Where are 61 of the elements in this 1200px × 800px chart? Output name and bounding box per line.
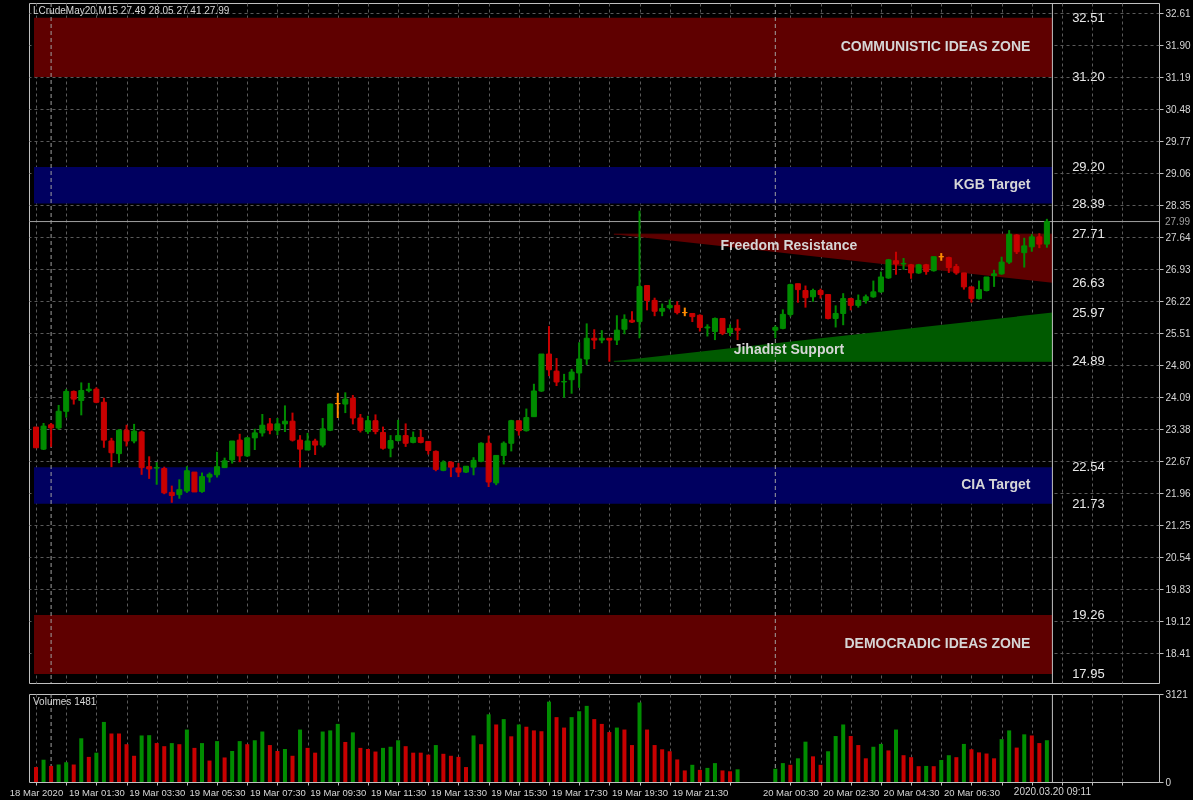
annotation: 22.54: [1072, 459, 1105, 475]
band-label: KGB Target: [953, 176, 1031, 193]
x-tick-label: 19 Mar 17:30: [551, 786, 608, 798]
y-tick-label: 20.54: [1165, 551, 1191, 563]
y-tick-label: 25.51: [1165, 327, 1191, 339]
chart-title: LCrudeMay20,M15 27.49 28.05 27.41 27.99: [33, 5, 230, 16]
y-tick-label: 27.64: [1165, 231, 1191, 243]
y-tick-label: 32.61: [1165, 7, 1191, 19]
annotation: 32.51: [1072, 9, 1105, 25]
x-tick-label: 20 Mar 06:30: [943, 786, 1000, 798]
x-tick-label: 19 Mar 03:30: [129, 786, 186, 798]
x-tick-label: 19 Mar 15:30: [491, 786, 548, 798]
y-tick-label: 31.90: [1165, 39, 1191, 51]
y-tick-label: 18.41: [1165, 647, 1191, 659]
y-tick-label: 0: [1165, 776, 1172, 788]
y-tick-label: 24.09: [1165, 391, 1191, 403]
x-tick-label: 19 Mar 09:30: [310, 786, 367, 798]
x-tick-label: 19 Mar 01:30: [68, 786, 125, 798]
x-tick-label: 18 Mar 2020: [9, 786, 64, 798]
x-tick-label: 20 Mar 04:30: [883, 786, 940, 798]
y-tick-label: 26.93: [1165, 263, 1191, 275]
series-label: Jihadist Support: [733, 341, 845, 358]
annotation: 31.20: [1072, 68, 1105, 84]
y-tick-label: 21.25: [1165, 519, 1191, 531]
series-label: Freedom Resistance: [720, 237, 858, 254]
annotation: 28.39: [1072, 195, 1105, 211]
annotation: 27.71: [1072, 226, 1105, 242]
y-tick-label: 19.12: [1165, 615, 1191, 627]
y-tick-label: 26.22: [1165, 295, 1191, 307]
y-tick-label: 3121: [1165, 688, 1189, 700]
annotation: 17.95: [1072, 665, 1105, 681]
x-tick-label: 20 Mar 00:30: [762, 786, 819, 798]
annotation: 26.63: [1072, 274, 1105, 290]
ref-line-label: 2020.03.20 09:11: [1013, 786, 1092, 797]
y-tick-label: 22.67: [1165, 455, 1191, 467]
band-label: DEMOCRADIC IDEAS ZONE: [844, 635, 1031, 652]
y-tick-label: 24.80: [1165, 359, 1191, 371]
chart-title: Volumes 1481: [33, 696, 97, 707]
annotation: 24.89: [1072, 353, 1105, 369]
x-tick-label: 19 Mar 05:30: [189, 786, 246, 798]
x-tick-label: 19 Mar 07:30: [249, 786, 306, 798]
annotation: 29.20: [1072, 159, 1105, 175]
x-tick-label: 19 Mar 19:30: [612, 786, 669, 798]
y-tick-label: 29.06: [1165, 167, 1191, 179]
x-tick-label: 19 Mar 11:30: [370, 786, 427, 798]
x-tick-label: 19 Mar 21:30: [672, 786, 729, 798]
y-tick-label: 21.96: [1165, 487, 1191, 499]
x-tick-label: 19 Mar 13:30: [430, 786, 487, 798]
y-tick-label: 19.83: [1165, 583, 1191, 595]
y-tick-label: 30.48: [1165, 103, 1191, 115]
annotation: 25.97: [1072, 304, 1105, 320]
annotation: 19.26: [1072, 606, 1105, 622]
y-tick-label: 23.38: [1165, 423, 1191, 435]
annotation: 21.73: [1072, 495, 1105, 511]
band-label: COMMUNISTIC IDEAS ZONE: [840, 38, 1031, 55]
y-tick-label: 28.35: [1165, 199, 1191, 211]
y-tick-label: 29.77: [1165, 135, 1191, 147]
x-tick-label: 20 Mar 02:30: [823, 786, 880, 798]
y-tick-label: 31.19: [1165, 71, 1191, 83]
band-label: CIA Target: [961, 476, 1031, 493]
ref-line-label: 27.99: [1165, 215, 1191, 227]
